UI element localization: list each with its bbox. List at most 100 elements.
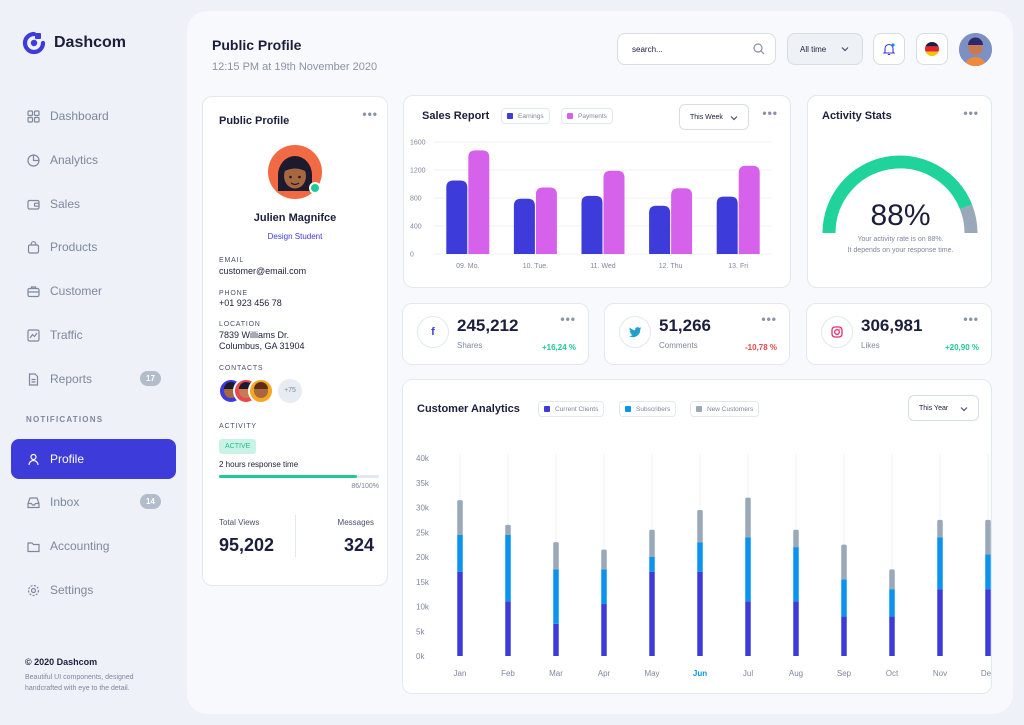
payments-bar bbox=[603, 170, 625, 254]
x-tick-label: 10. Tue. bbox=[523, 263, 548, 270]
current-clients-bar bbox=[985, 589, 991, 656]
earnings-bar bbox=[649, 205, 671, 254]
y-tick-label: 1600 bbox=[410, 140, 426, 147]
chevron-down-icon bbox=[841, 47, 849, 52]
sidebar: Dashcom Dashboard Analytics Sales Produc… bbox=[0, 0, 186, 725]
legend-subscribers[interactable]: Subscribers bbox=[619, 401, 677, 417]
sidebar-item-analytics[interactable]: Analytics bbox=[11, 140, 176, 180]
likes-value: 306,981 bbox=[861, 316, 923, 335]
location-label: LOCATION bbox=[219, 321, 261, 328]
search-input[interactable]: search... bbox=[617, 33, 776, 65]
new-customers-bar bbox=[793, 529, 799, 548]
progress-text: 86/100% bbox=[351, 483, 379, 490]
sidebar-item-accounting[interactable]: Accounting bbox=[11, 526, 176, 566]
profile-avatar bbox=[268, 145, 322, 199]
shares-menu-icon[interactable]: ••• bbox=[560, 312, 576, 326]
x-tick-label: Nov bbox=[933, 669, 947, 678]
instagram-icon[interactable] bbox=[821, 316, 853, 348]
y-tick-label: 20k bbox=[416, 553, 430, 562]
x-tick-label: Apr bbox=[598, 669, 611, 678]
comments-menu-icon[interactable]: ••• bbox=[761, 312, 777, 326]
sidebar-item-label: Analytics bbox=[50, 153, 99, 167]
email-value[interactable]: customer@email.com bbox=[219, 266, 307, 276]
y-tick-label: 400 bbox=[410, 224, 422, 231]
sidebar-item-reports[interactable]: Reports 17 bbox=[11, 359, 176, 399]
document-icon bbox=[26, 372, 40, 386]
subscribers-bar bbox=[553, 569, 559, 624]
customer-period-select[interactable]: This Year bbox=[908, 395, 979, 421]
activity-stats-menu-icon[interactable]: ••• bbox=[963, 106, 979, 120]
activity-label: ACTIVITY bbox=[219, 423, 257, 430]
sales-period-select[interactable]: This Week bbox=[679, 104, 749, 130]
earnings-bar bbox=[716, 196, 738, 254]
activity-description-2: It depends on your response time. bbox=[847, 247, 954, 254]
new-customers-bar bbox=[841, 544, 847, 580]
profile-card-menu-icon[interactable]: ••• bbox=[362, 107, 378, 121]
phone-value[interactable]: +01 923 456 78 bbox=[219, 298, 282, 308]
chevron-down-icon bbox=[960, 407, 968, 412]
current-clients-bar bbox=[937, 589, 943, 656]
likes-menu-icon[interactable]: ••• bbox=[963, 312, 979, 326]
total-views-label: Total Views bbox=[219, 518, 260, 527]
sidebar-item-profile[interactable]: Profile bbox=[11, 439, 176, 479]
sidebar-item-dashboard[interactable]: Dashboard bbox=[11, 96, 176, 136]
contact-avatar bbox=[248, 378, 274, 404]
legend-new-customers[interactable]: New Customers bbox=[690, 401, 760, 417]
earnings-bar bbox=[446, 180, 468, 254]
gauge-value-arc bbox=[822, 155, 973, 234]
activity-percent: 88% bbox=[870, 199, 931, 232]
language-button[interactable] bbox=[916, 33, 948, 65]
contacts-label: CONTACTS bbox=[219, 365, 264, 372]
subscribers-bar bbox=[985, 554, 991, 590]
legend-current-clients[interactable]: Current Clients bbox=[538, 401, 605, 417]
contacts-more-count[interactable]: +75 bbox=[284, 387, 296, 394]
sidebar-item-products[interactable]: Products bbox=[11, 227, 176, 267]
contacts-avatars[interactable] bbox=[218, 377, 318, 405]
sidebar-item-customer[interactable]: Customer bbox=[11, 271, 176, 311]
email-label: EMAIL bbox=[219, 257, 245, 264]
x-tick-label: Sep bbox=[837, 669, 852, 678]
search-icon[interactable] bbox=[753, 43, 765, 55]
new-customers-bar bbox=[745, 497, 751, 538]
public-profile-card: Public Profile ••• Julien Magnifce Desig… bbox=[202, 96, 388, 586]
messages-value: 324 bbox=[343, 535, 374, 555]
stats-divider bbox=[295, 515, 296, 557]
new-customers-bar bbox=[937, 519, 943, 538]
current-clients-bar bbox=[457, 571, 463, 656]
sidebar-item-label: Traffic bbox=[50, 328, 83, 342]
sales-report-menu-icon[interactable]: ••• bbox=[762, 106, 778, 120]
brand-logo[interactable]: Dashcom bbox=[22, 31, 126, 55]
time-range-select[interactable]: All time bbox=[787, 33, 863, 65]
gauge-remaining-arc bbox=[959, 204, 978, 234]
likes-change: +20,90 % bbox=[944, 343, 979, 352]
x-tick-label: Jun bbox=[693, 669, 707, 678]
comments-stat-card: 51,266 Comments -10,78 % ••• bbox=[604, 303, 790, 365]
current-clients-bar bbox=[505, 601, 511, 656]
gear-icon bbox=[26, 583, 40, 597]
sidebar-item-inbox[interactable]: Inbox 14 bbox=[11, 482, 176, 522]
activity-gauge bbox=[822, 155, 978, 234]
user-avatar[interactable] bbox=[959, 33, 992, 66]
sidebar-item-label: Dashboard bbox=[50, 109, 109, 123]
legend-payments[interactable]: Payments bbox=[561, 108, 613, 124]
current-clients-bar bbox=[889, 616, 895, 656]
twitter-icon[interactable] bbox=[619, 316, 651, 348]
new-customers-bar bbox=[601, 549, 607, 570]
notifications-button[interactable] bbox=[873, 33, 905, 65]
legend-earnings[interactable]: Earnings bbox=[501, 108, 550, 124]
sidebar-item-traffic[interactable]: Traffic bbox=[11, 315, 176, 355]
traffic-chart-icon bbox=[26, 328, 40, 342]
activity-description-1: Your activity rate is on 88%. bbox=[857, 236, 944, 243]
sales-report-title: Sales Report bbox=[422, 110, 490, 122]
likes-label: Likes bbox=[861, 341, 880, 350]
location-line2: Columbus, GA 31904 bbox=[219, 341, 305, 351]
y-tick-label: 35k bbox=[416, 479, 430, 488]
sidebar-item-settings[interactable]: Settings bbox=[11, 570, 176, 610]
new-customers-bar bbox=[889, 569, 895, 590]
current-clients-bar bbox=[697, 571, 703, 656]
sidebar-item-sales[interactable]: Sales bbox=[11, 184, 176, 224]
facebook-icon[interactable]: f bbox=[417, 316, 449, 348]
profile-name: Julien Magnifce bbox=[253, 212, 337, 224]
y-tick-label: 30k bbox=[416, 504, 430, 513]
current-clients-bar bbox=[553, 623, 559, 656]
